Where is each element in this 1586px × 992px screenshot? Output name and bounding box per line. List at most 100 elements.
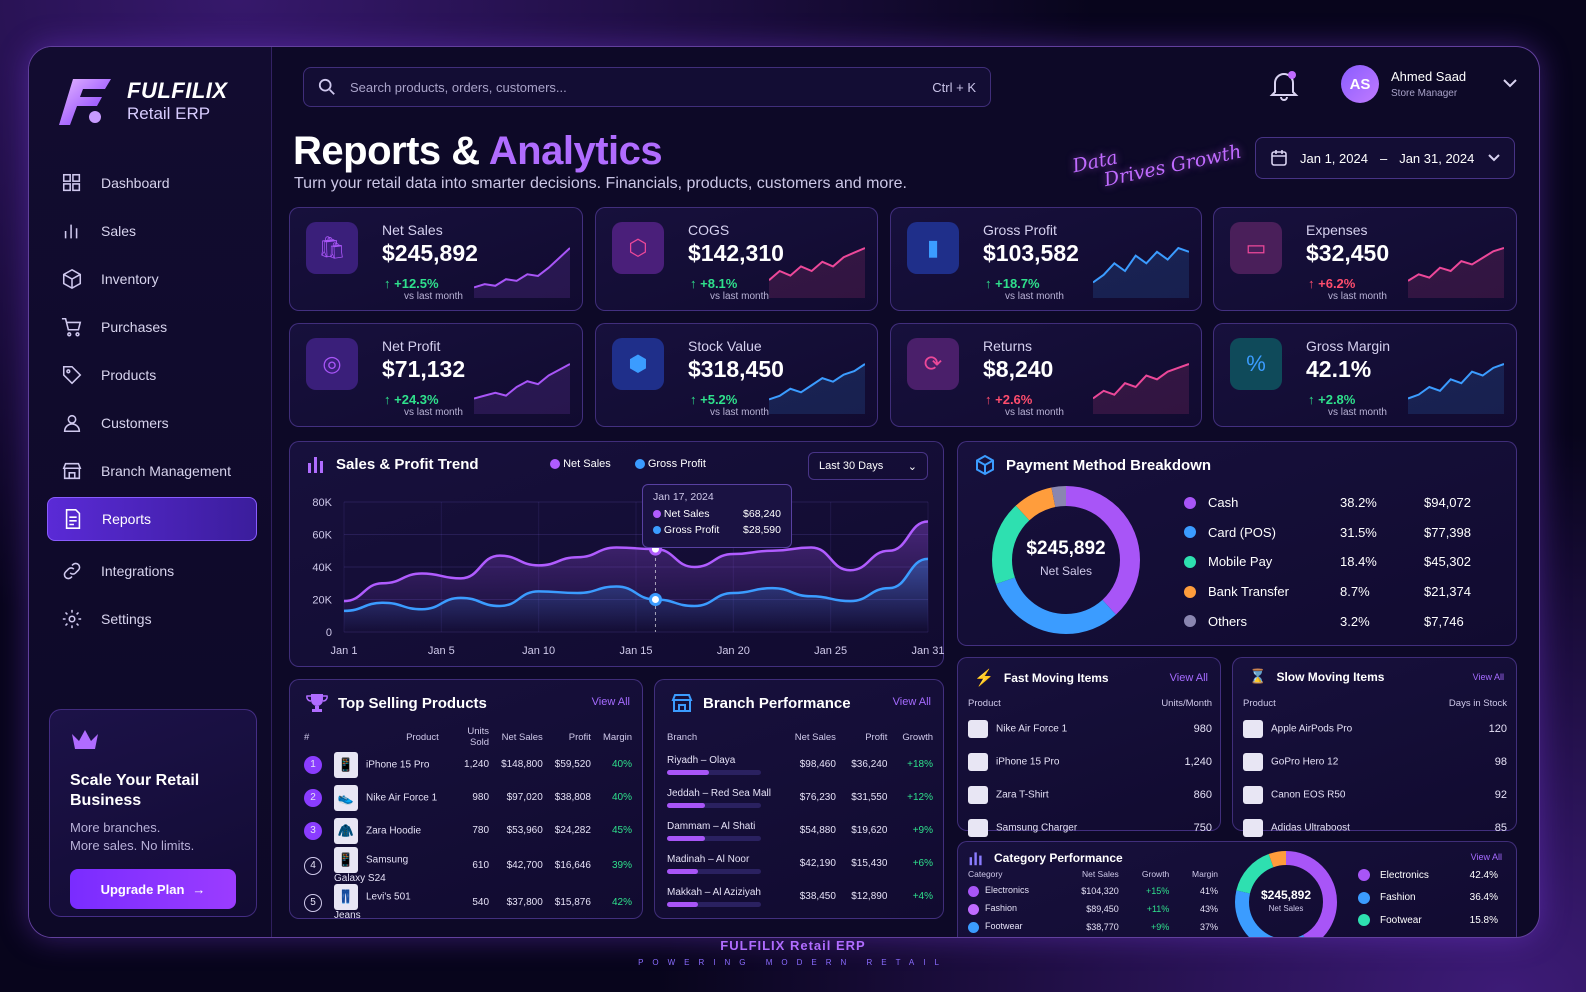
top-products-view-all[interactable]: View All [591, 696, 630, 708]
sidebar-item-branch-management[interactable]: Branch Management [47, 449, 257, 493]
search-shortcut: Ctrl + K [932, 79, 976, 95]
sidebar-item-integrations[interactable]: Integrations [47, 549, 257, 593]
table-row[interactable]: 2 👟 Nike Air Force 1 980 $97,020 $38,808 40% [298, 781, 638, 814]
table-row[interactable]: GoPro Hero 12 98 [1237, 745, 1513, 778]
sidebar-item-label: Settings [101, 611, 152, 627]
product-thumbnail: 📱 [334, 847, 358, 873]
payment-pct: 3.2% [1340, 613, 1370, 629]
item-cell: iPhone 15 Pro [962, 745, 1131, 778]
table-row[interactable]: Jeddah – Red Sea Mall $76,230 $31,550 +12% [661, 781, 939, 814]
brand-product: Retail ERP [127, 104, 211, 123]
trophy-icon [306, 694, 328, 712]
branch-progress-fill [667, 802, 705, 808]
table-row[interactable]: Nike Air Force 1 980 [962, 712, 1218, 745]
table-row[interactable]: Adidas Ultraboost 85 [1237, 811, 1513, 844]
table-row[interactable]: Fashion $89,450 +11% 43% [962, 900, 1224, 918]
kpi-card-gross-profit[interactable]: ▮ Gross Profit $103,582 ↑ +18.7% vs last mon… [890, 207, 1202, 311]
category-icon [968, 903, 979, 915]
kpi-card-expenses[interactable]: ▭ Expenses $32,450 ↑ +6.2% vs last month [1213, 207, 1517, 311]
trend-range-select[interactable]: Last 30 Days ⌄ [808, 452, 928, 480]
table-row[interactable]: iPhone 15 Pro 1,240 [962, 745, 1218, 778]
kpi-label: Expenses [1306, 222, 1368, 238]
item-cell: Samsung Charger [962, 811, 1131, 844]
kpi-icon: 🛍 [306, 222, 358, 274]
sidebar-item-products[interactable]: Products [47, 353, 257, 397]
table-row[interactable]: 3 🧥 Zara Hoodie 780 $53,960 $24,282 45% [298, 814, 638, 847]
brand-name: FULFILIX [127, 78, 228, 103]
column-header: Net Sales [501, 731, 543, 743]
kpi-change-value: +6.2% [1318, 276, 1356, 291]
kpi-card-gross-margin[interactable]: % Gross Margin 42.1% ↑ +2.8% vs last month [1213, 323, 1517, 427]
table-row[interactable]: Electronics $104,320 +15% 41% [962, 882, 1224, 900]
tooltip-row-net-sales: Net Sales $68,240 [653, 508, 781, 520]
table-row[interactable]: 5 👖 Levi's 501 Jeans 540 $37,800 $15,876 42% [298, 884, 638, 921]
upgrade-plan-button[interactable]: Upgrade Plan → [70, 869, 236, 909]
table-row[interactable]: Zara T-Shirt 860 [962, 778, 1218, 811]
sidebar-item-customers[interactable]: Customers [47, 401, 257, 445]
product-cell: 📱 Samsung Galaxy S24 [328, 847, 445, 884]
search-bar[interactable]: Search products, orders, customers... Ct… [303, 67, 991, 107]
sidebar-item-purchases[interactable]: Purchases [47, 305, 257, 349]
sidebar-item-reports[interactable]: Reports [47, 497, 257, 541]
branch-sales: $54,880 [799, 825, 836, 836]
table-cell: $97,020 [506, 792, 543, 803]
branch-cell: Dammam – Al Shati [661, 814, 785, 847]
table-header: Product Units/Month [962, 694, 1218, 712]
table-row[interactable]: Riyadh – Olaya $98,460 $36,240 +18% [661, 748, 939, 781]
search-icon [318, 78, 335, 95]
table-row[interactable]: Samsung Charger 750 [962, 811, 1218, 844]
tag-icon [62, 365, 82, 385]
y-tick-label: 80K [312, 497, 332, 509]
page-subtitle: Turn your retail data into smarter decis… [294, 175, 907, 192]
sidebar: FULFILIX Retail ERP Dashboard Sales Invento… [29, 47, 272, 937]
payment-row: Mobile Pay 18.4% $45,302 [1184, 547, 1484, 577]
branch-view-all[interactable]: View All [892, 696, 931, 708]
product-thumbnail [1243, 752, 1263, 771]
sidebar-item-sales[interactable]: Sales [47, 209, 257, 253]
table-row[interactable]: Dammam – Al Shati $54,880 $19,620 +9% [661, 814, 939, 847]
sidebar-item-label: Dashboard [101, 175, 170, 191]
payment-method: Bank Transfer [1208, 584, 1289, 600]
sidebar-item-label: Sales [101, 223, 137, 239]
table-row[interactable]: Apple AirPods Pro 120 [1237, 712, 1513, 745]
branch-cell: Jeddah – Red Sea Mall [661, 781, 785, 814]
date-separator: – [1379, 150, 1388, 166]
column-header: Margin [602, 731, 632, 743]
table-row[interactable]: Footwear $38,770 +9% 37% [962, 918, 1224, 936]
sidebar-item-settings[interactable]: Settings [47, 597, 257, 641]
payment-donut-center: $245,892 Net Sales [986, 538, 1146, 578]
notification-bell-icon[interactable] [1269, 69, 1299, 101]
branch-profit: $31,550 [851, 792, 888, 803]
sidebar-item-label: Inventory [101, 271, 159, 287]
kpi-card-returns[interactable]: ⟳ Returns $8,240 ↑ +2.6% vs last month [890, 323, 1202, 427]
slow-view-all[interactable]: View All [1472, 672, 1504, 682]
sidebar-item-inventory[interactable]: Inventory [47, 257, 257, 301]
table-row[interactable]: Canon EOS R50 92 [1237, 778, 1513, 811]
table-row[interactable]: Madinah – Al Noor $42,190 $15,430 +6% [661, 847, 939, 880]
branch-progress-track [667, 769, 761, 775]
date-end: Jan 31, 2024 [1399, 150, 1475, 166]
payment-method: Others [1208, 613, 1248, 629]
kpi-change: ↑ +24.3% [384, 392, 439, 407]
branch-profit: $12,890 [851, 891, 888, 902]
kpi-label: Gross Profit [983, 222, 1057, 238]
legend-pct: 36.4% [1469, 892, 1498, 904]
table-row[interactable]: 1 📱 iPhone 15 Pro 1,240 $148,800 $59,520 40% [298, 748, 638, 781]
table-row[interactable]: Makkah – Al Aziziyah $38,450 $12,890 +4% [661, 880, 939, 913]
sidebar-item-dashboard[interactable]: Dashboard [47, 161, 257, 205]
store-icon [671, 694, 693, 712]
table-row[interactable]: 4 📱 Samsung Galaxy S24 610 $42,700 $16,646 39% [298, 847, 638, 884]
kpi-icon: ⬡ [612, 222, 664, 274]
user-menu[interactable]: AS Ahmed Saad Store Manager [1341, 65, 1518, 103]
upgrade-label: Upgrade Plan [100, 881, 185, 897]
category-view-all[interactable]: View All [1470, 852, 1502, 862]
kpi-card-stock-value[interactable]: ⬢ Stock Value $318,450 ↑ +5.2% vs last month [595, 323, 878, 427]
box-icon [62, 268, 82, 290]
brand-logo[interactable]: FULFILIX Retail ERP [59, 73, 228, 129]
kpi-card-net-sales[interactable]: 🛍 Net Sales $245,892 ↑ +12.5% vs last month [289, 207, 583, 311]
kpi-card-cogs[interactable]: ⬡ COGS $142,310 ↑ +8.1% vs last month [595, 207, 878, 311]
date-range-picker[interactable]: Jan 1, 2024 – Jan 31, 2024 [1255, 137, 1515, 179]
kpi-change: ↑ +18.7% [985, 276, 1040, 291]
kpi-card-net-profit[interactable]: ◎ Net Profit $71,132 ↑ +24.3% vs last month [289, 323, 583, 427]
fast-view-all[interactable]: View All [1169, 672, 1208, 684]
